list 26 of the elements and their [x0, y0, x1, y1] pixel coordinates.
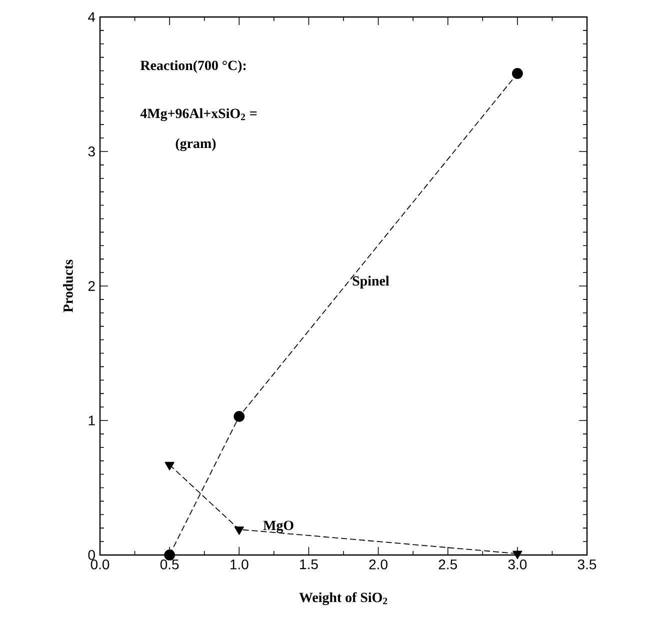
point — [164, 462, 174, 470]
y-tick-label: 1 — [88, 416, 95, 426]
annotation: 4Mg+96Al+xSiO$_{2}$ = — [140, 108, 257, 122]
point — [512, 68, 523, 79]
y-tick-label: 0 — [88, 550, 95, 560]
x-tick-label: 2.0 — [369, 559, 388, 570]
x-tick-label: 0.0 — [90, 559, 110, 570]
x-tick-label: 1.5 — [300, 560, 318, 570]
y-axis-title: Products — [63, 260, 73, 312]
point — [234, 526, 244, 535]
x-axis-title: Weight of SiO$_{2}$ — [299, 592, 388, 606]
point — [234, 411, 245, 422]
y-tick-label: 2 — [88, 281, 95, 291]
x-tick-label: 1.0 — [230, 559, 248, 570]
series-label: Spinel — [352, 276, 390, 288]
annotation: (gram) — [176, 138, 216, 152]
series-label: MgO — [263, 520, 294, 534]
x-tick-label: 3.5 — [578, 559, 596, 570]
y-tick-label: 4 — [88, 12, 96, 22]
x-tick-label: 3.0 — [508, 559, 527, 570]
x-tick-label: 2.5 — [438, 559, 457, 570]
annotation: Reaction(700 °C): — [140, 60, 246, 73]
point — [512, 550, 522, 560]
x-tick-label: 0.5 — [160, 559, 179, 570]
y-tick-label: 3 — [88, 146, 95, 156]
point — [164, 550, 176, 560]
